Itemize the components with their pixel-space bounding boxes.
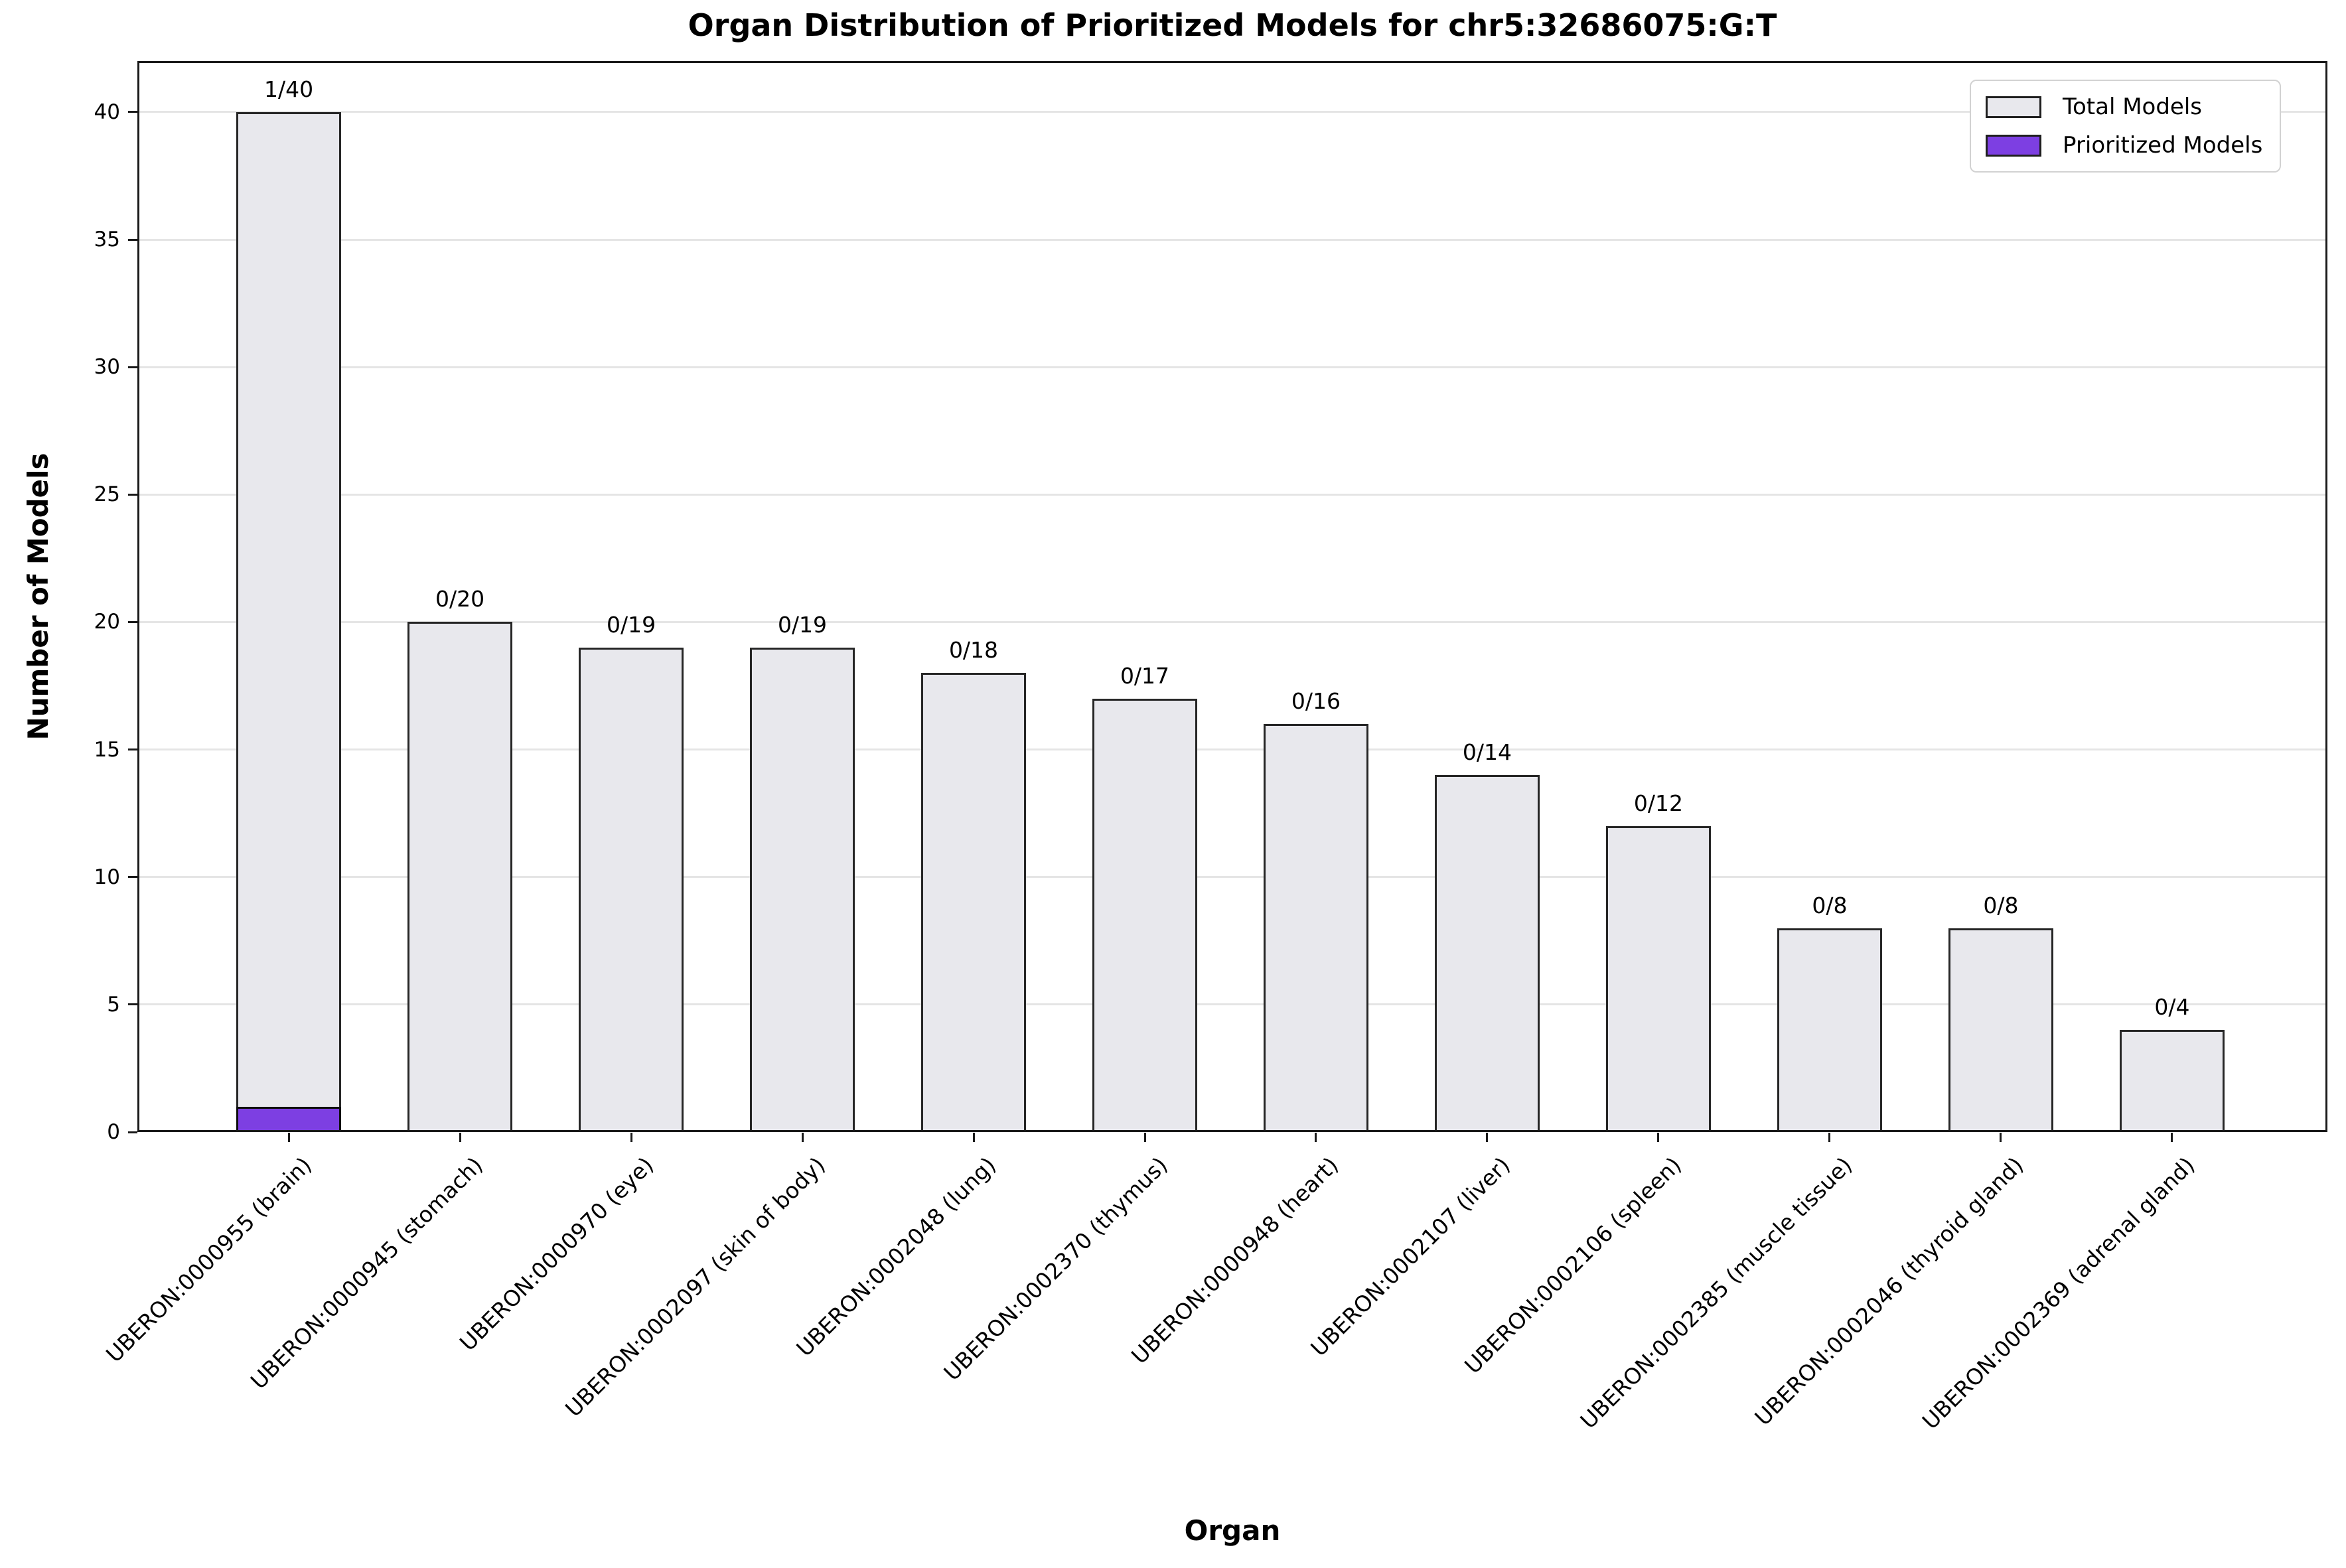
x-axis-label: Organ (1184, 1514, 1281, 1547)
gridline-y-15 (137, 748, 2327, 751)
bar-value-label-7: 0/16 (1291, 688, 1341, 715)
x-tick-mark (630, 1133, 632, 1142)
y-tick-mark (128, 238, 137, 241)
bar-total-3 (578, 647, 684, 1132)
bar-total-7 (1263, 724, 1369, 1132)
gridline-y-25 (137, 493, 2327, 496)
x-tick-label-text: UBERON:0000970 (eye) (455, 1152, 659, 1356)
legend-label: Prioritized Models (2063, 132, 2263, 159)
x-tick-label-text: UBERON:0000955 (brain) (100, 1152, 317, 1368)
y-axis-label: Number of Models (22, 453, 54, 741)
x-tick-mark (1143, 1133, 1146, 1142)
gridline-y-20 (137, 620, 2327, 623)
x-tick-mark (972, 1133, 975, 1142)
y-tick-mark (128, 1131, 137, 1133)
x-tick-label-text: UBERON:0002046 (thyroid gland) (1749, 1152, 2029, 1431)
bar-total-11 (1948, 928, 2053, 1132)
legend-swatch-total-models (1986, 96, 2041, 118)
x-tick-mark (801, 1133, 804, 1142)
x-tick-mark (1315, 1133, 1317, 1142)
chart-title: Organ Distribution of Prioritized Models… (688, 7, 1777, 43)
x-tick-label-text: UBERON:0002369 (adrenal gland) (1917, 1152, 2200, 1435)
y-tick-label: 25 (94, 482, 120, 507)
bar-total-2 (407, 622, 513, 1132)
x-tick-mark (2000, 1133, 2002, 1142)
bar-value-label-9: 0/12 (1633, 790, 1684, 816)
bar-total-5 (920, 673, 1027, 1132)
x-tick-mark (1486, 1133, 1489, 1142)
bar-total-9 (1605, 825, 1711, 1132)
gridline-y-30 (137, 366, 2327, 368)
y-tick-mark (128, 748, 137, 751)
legend-item-2: Prioritized Models (1986, 131, 2262, 159)
bar-value-label-8: 0/14 (1462, 739, 1512, 765)
bar-value-label-11: 0/8 (1983, 892, 2019, 918)
gridline-y-40 (137, 111, 2327, 113)
bar-value-label-6: 0/17 (1120, 662, 1170, 689)
y-tick-label: 30 (94, 355, 120, 380)
y-tick-mark (128, 366, 137, 368)
bar-total-6 (1092, 698, 1198, 1132)
y-tick-label: 20 (94, 610, 120, 634)
bar-value-label-12: 0/4 (2154, 994, 2190, 1021)
bar-total-4 (749, 647, 855, 1132)
legend-swatch-prioritized-models (1986, 134, 2041, 157)
bar-value-label-3: 0/19 (606, 611, 656, 638)
y-tick-mark (128, 111, 137, 113)
y-tick-label: 0 (107, 1120, 120, 1144)
bar-value-label-4: 0/19 (777, 611, 828, 638)
y-tick-label: 5 (107, 992, 120, 1017)
x-tick-mark (459, 1133, 461, 1142)
bar-total-12 (2119, 1030, 2225, 1132)
y-tick-label: 10 (94, 865, 120, 889)
bar-value-label-5: 0/18 (948, 637, 999, 664)
x-tick-mark (2171, 1133, 2173, 1142)
legend-item-1: Total Models (1986, 93, 2262, 121)
y-tick-label: 40 (94, 100, 120, 124)
x-tick-mark (1657, 1133, 1660, 1142)
y-tick-label: 15 (94, 737, 120, 762)
x-tick-label-text: UBERON:0002385 (muscle tissue) (1575, 1152, 1858, 1434)
plot-frame (137, 61, 2327, 1132)
bar-value-label-10: 0/8 (1812, 892, 1848, 918)
gridline-y-10 (137, 876, 2327, 879)
bar-value-label-2: 0/20 (435, 586, 485, 612)
x-tick-mark (287, 1133, 290, 1142)
legend-label: Total Models (2063, 94, 2203, 120)
x-tick-label-text: UBERON:0002107 (liver) (1305, 1152, 1515, 1362)
gridline-y-35 (137, 238, 2327, 241)
bar-total-10 (1777, 928, 1882, 1132)
y-tick-label: 35 (94, 228, 120, 251)
bar-total-1 (236, 111, 342, 1132)
x-tick-mark (1828, 1133, 1831, 1142)
gridline-y-5 (137, 1003, 2327, 1006)
bar-value-label-1: 1/40 (263, 76, 314, 102)
y-tick-mark (128, 876, 137, 879)
x-tick-label-text: UBERON:0002048 (lung) (791, 1152, 1001, 1362)
y-tick-mark (128, 620, 137, 623)
bar-total-8 (1434, 775, 1540, 1132)
y-tick-mark (128, 1003, 137, 1006)
y-tick-mark (128, 493, 137, 496)
legend: Total Models Prioritized Models (1970, 80, 2282, 173)
